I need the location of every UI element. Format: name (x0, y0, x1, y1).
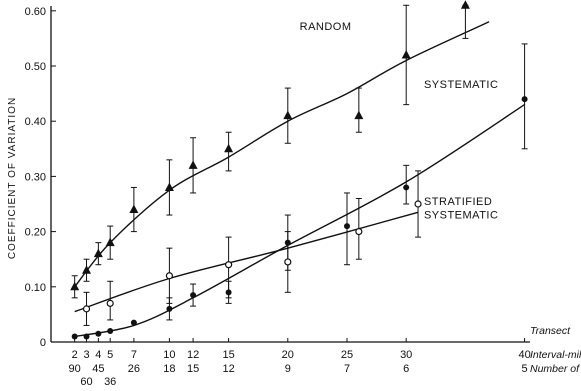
y-tick-label: 0 (40, 337, 46, 349)
series-annotation: RANDOM (300, 21, 352, 33)
point-random (70, 281, 80, 291)
point-random (354, 110, 364, 120)
x-tick-label: 5 (522, 363, 528, 375)
fitted-curves (74, 21, 525, 338)
point-stratified-systematic (284, 258, 292, 266)
point-random (283, 110, 293, 120)
x-tick-label: 20 (282, 349, 294, 361)
x-tick-label: 12 (187, 349, 199, 361)
x-tick-label: 45 (92, 363, 104, 375)
axes (50, 6, 530, 343)
point-systematic (71, 333, 78, 340)
x-tick-label: 12 (222, 363, 234, 375)
point-systematic (166, 305, 173, 312)
point-random (224, 143, 234, 153)
point-systematic (225, 289, 232, 296)
point-systematic (344, 223, 350, 230)
point-stratified-systematic (414, 200, 422, 208)
x-tick-label: 4 (95, 349, 101, 361)
error-bars (71, 4, 528, 326)
x-axis-row-label: Interval-miles (530, 349, 581, 361)
x-tick-label: 5 (107, 349, 113, 361)
x-tick-label: 18 (163, 363, 175, 375)
x-tick-label: 60 (80, 376, 92, 388)
y-tick-label: 0.30 (25, 171, 46, 183)
x-tick-label: 30 (400, 349, 412, 361)
point-systematic (521, 96, 528, 103)
point-random (129, 204, 139, 214)
x-tick-label: 6 (403, 363, 409, 375)
series-annotation: SYSTEMATIC (424, 209, 498, 221)
point-stratified-systematic (82, 305, 91, 313)
x-tick-label: 36 (104, 376, 116, 388)
curve-stratified-systematic (74, 211, 419, 313)
point-random (401, 49, 411, 59)
y-axis-title: COEFFICIENT OF VARIATION (7, 97, 18, 259)
series-annotation: SYSTEMATIC (424, 79, 498, 91)
x-axis-row-label: Number of Transects (530, 363, 581, 375)
x-tick-label: 2 (72, 349, 78, 361)
x-tick-label: 90 (69, 363, 81, 375)
point-systematic (95, 330, 102, 337)
point-random (105, 237, 115, 247)
point-random (460, 0, 470, 9)
y-tick-label: 0.10 (25, 282, 46, 294)
y-tick-label: 0.50 (25, 61, 46, 73)
x-tick-label: 15 (187, 363, 199, 375)
point-random (82, 265, 92, 274)
x-tick-label: 15 (222, 349, 234, 361)
point-systematic (403, 184, 410, 191)
x-tick-label: 40 (518, 349, 530, 361)
x-tick-label: 7 (131, 349, 137, 361)
point-systematic (284, 239, 291, 246)
point-random (93, 248, 103, 258)
curve-random (74, 21, 490, 288)
point-systematic (190, 292, 197, 299)
x-ticks: Transect2345710121520253040Interval-mile… (69, 325, 581, 388)
x-axis-row-label: Transect (530, 325, 571, 337)
y-ticks: 0 0.10 0.20 0.30 0.40 0.50 0.60 (25, 6, 56, 349)
point-random (188, 160, 198, 169)
y-tick-label: 0.20 (25, 227, 46, 239)
x-tick-label: 10 (163, 349, 175, 361)
point-stratified-systematic (165, 272, 173, 280)
x-tick-label: 25 (341, 349, 353, 361)
x-tick-label: 7 (344, 363, 350, 375)
point-systematic (83, 333, 90, 340)
x-tick-label: 26 (128, 363, 140, 375)
point-systematic (107, 327, 114, 334)
series-annotation: STRATIFIED (424, 196, 492, 208)
y-tick-label: 0.60 (25, 6, 46, 18)
y-tick-label: 0.40 (25, 116, 46, 128)
x-tick-label: 3 (83, 349, 89, 361)
x-tick-label: 9 (285, 363, 291, 375)
point-random (164, 182, 174, 191)
data-markers (70, 0, 528, 340)
point-stratified-systematic (355, 228, 363, 236)
point-stratified-systematic (106, 299, 114, 307)
point-systematic (130, 319, 137, 326)
point-stratified-systematic (225, 261, 233, 269)
